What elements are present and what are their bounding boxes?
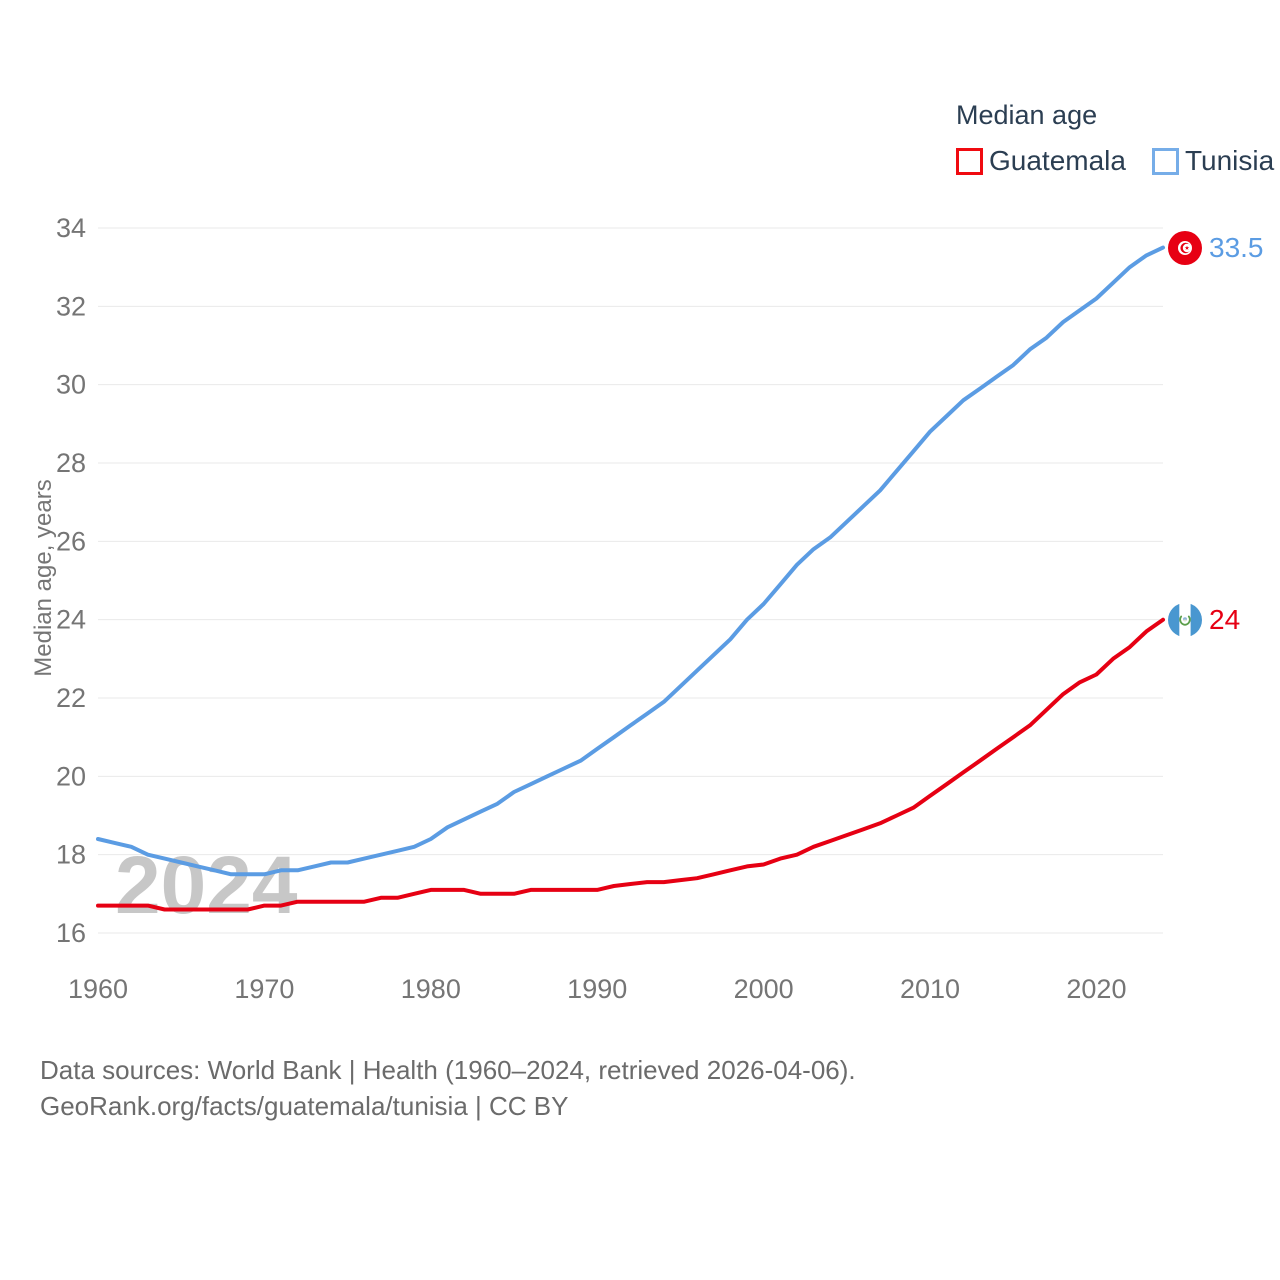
y-tick-label-20: 20 <box>56 761 86 791</box>
legend: Median age Guatemala Tunisia <box>956 100 1274 177</box>
guatemala-flag-icon <box>1168 603 1202 637</box>
y-tick-label-24: 24 <box>56 605 86 635</box>
series-line-guatemala <box>96 617 1165 912</box>
data-sources-text: Data sources: World Bank | Health (1960–… <box>40 1055 856 1085</box>
guatemala-end-marker: 24 <box>1168 603 1240 637</box>
y-tick-label-32: 32 <box>56 291 86 321</box>
guatemala-swatch-icon <box>956 147 983 175</box>
legend-label-guatemala: Guatemala <box>989 145 1126 176</box>
x-tick-label-2020: 2020 <box>1066 974 1126 1004</box>
x-tick-label-2010: 2010 <box>900 974 960 1004</box>
x-tick-label-2000: 2000 <box>734 974 794 1004</box>
y-tick-label-18: 18 <box>56 840 86 870</box>
tunisia-end-value: 33.5 <box>1209 232 1264 263</box>
legend-row: Guatemala Tunisia <box>956 145 1274 177</box>
tunisia-flag-icon <box>1168 231 1202 265</box>
year-watermark: 2024 <box>115 840 298 931</box>
footer: Data sources: World Bank | Health (1960–… <box>40 1052 856 1124</box>
y-tick-label-22: 22 <box>56 683 86 713</box>
tunisia-swatch-icon <box>1151 147 1179 175</box>
y-tick-label-16: 16 <box>56 918 86 948</box>
x-tick-label-1990: 1990 <box>567 974 627 1004</box>
y-tick-label-30: 30 <box>56 370 86 400</box>
y-tick-label-26: 26 <box>56 526 86 556</box>
series-line-tunisia <box>96 245 1165 877</box>
attribution-text: GeoRank.org/facts/guatemala/tunisia | CC… <box>40 1091 569 1121</box>
legend-item-guatemala[interactable]: Guatemala <box>956 145 1126 177</box>
legend-label-tunisia: Tunisia <box>1184 145 1275 176</box>
tunisia-end-marker: 33.5 <box>1168 231 1264 265</box>
x-tick-label-1980: 1980 <box>401 974 461 1004</box>
x-tick-label-1960: 1960 <box>68 974 128 1004</box>
y-axis-title: Median age, years <box>30 479 57 677</box>
y-tick-label-34: 34 <box>56 213 86 243</box>
x-tick-label-1970: 1970 <box>234 974 294 1004</box>
y-tick-label-28: 28 <box>56 448 86 478</box>
guatemala-end-value: 24 <box>1209 604 1241 635</box>
legend-item-tunisia[interactable]: Tunisia <box>1151 145 1275 177</box>
legend-title: Median age <box>956 100 1098 130</box>
